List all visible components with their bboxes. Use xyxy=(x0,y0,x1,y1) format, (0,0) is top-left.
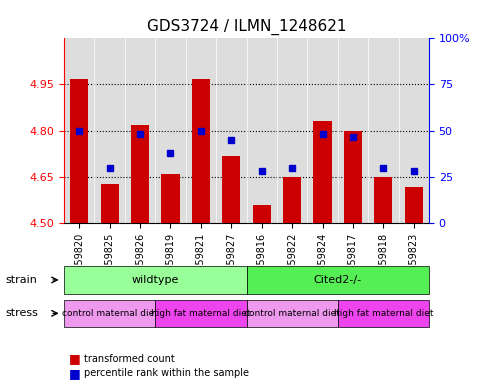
Bar xyxy=(131,125,149,223)
Bar xyxy=(161,174,179,223)
Bar xyxy=(314,121,332,223)
Text: transformed count: transformed count xyxy=(84,354,175,364)
Text: ■: ■ xyxy=(69,353,81,366)
Bar xyxy=(70,79,88,223)
Bar xyxy=(344,131,362,223)
Bar xyxy=(374,177,392,223)
Bar xyxy=(222,156,241,223)
Text: high fat maternal diet: high fat maternal diet xyxy=(151,309,250,318)
Text: percentile rank within the sample: percentile rank within the sample xyxy=(84,368,249,378)
Text: control maternal diet: control maternal diet xyxy=(244,309,340,318)
Text: high fat maternal diet: high fat maternal diet xyxy=(334,309,433,318)
Bar xyxy=(101,184,119,223)
Text: GDS3724 / ILMN_1248621: GDS3724 / ILMN_1248621 xyxy=(147,19,346,35)
Text: stress: stress xyxy=(5,308,38,318)
Bar xyxy=(405,187,423,223)
Bar xyxy=(252,205,271,223)
Text: ■: ■ xyxy=(69,367,81,380)
Text: strain: strain xyxy=(5,275,37,285)
Bar xyxy=(192,79,210,223)
Text: Cited2-/-: Cited2-/- xyxy=(314,275,362,285)
Bar xyxy=(283,177,301,223)
Text: control maternal diet: control maternal diet xyxy=(62,309,158,318)
Text: wildtype: wildtype xyxy=(132,275,179,285)
